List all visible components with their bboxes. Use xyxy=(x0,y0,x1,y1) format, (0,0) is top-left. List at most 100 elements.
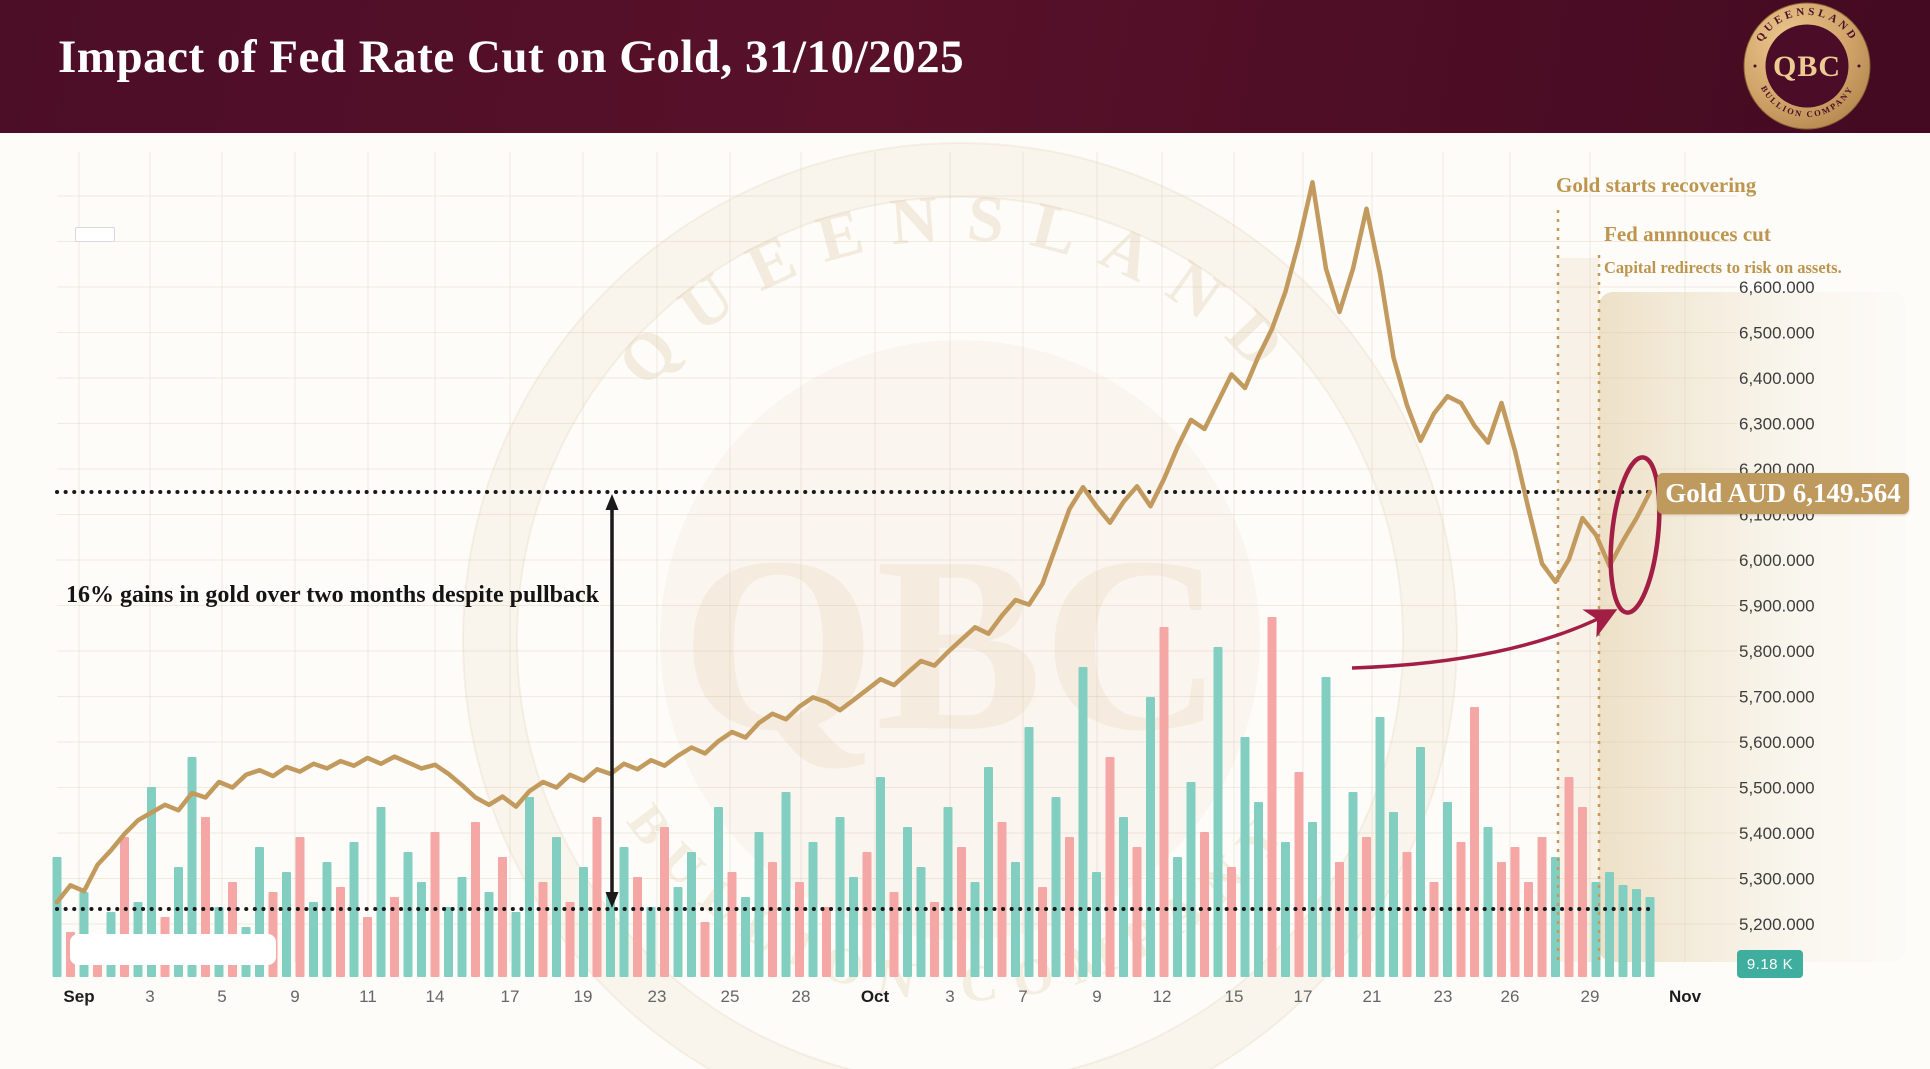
x-axis-label: 19 xyxy=(574,987,593,1006)
logo-dot-right xyxy=(1857,64,1861,68)
x-axis-label: 17 xyxy=(501,987,520,1006)
volume-bar xyxy=(957,847,966,977)
volume-bar xyxy=(1483,827,1493,977)
volume-bar xyxy=(1497,862,1506,977)
y-axis-label: 5,800.000 xyxy=(1739,642,1815,661)
volume-bar xyxy=(511,912,521,977)
gold-price-line[interactable] xyxy=(54,180,1653,905)
volume-bar xyxy=(471,822,480,977)
chart-annotations xyxy=(605,455,1662,908)
x-axis-label: 25 xyxy=(721,987,740,1006)
volume-bar xyxy=(390,897,399,977)
volume-bar xyxy=(714,807,723,977)
volume-bar xyxy=(1132,847,1142,977)
volume-bar xyxy=(1537,837,1547,977)
logo-dot-left xyxy=(1753,64,1757,68)
volume-bar xyxy=(606,892,615,977)
volume-bars xyxy=(52,617,1655,977)
grid-lines xyxy=(57,152,1737,962)
x-axis-label: 7 xyxy=(1018,987,1027,1006)
x-axis-label: 11 xyxy=(359,987,377,1006)
y-axis-label: 5,900.000 xyxy=(1739,597,1815,616)
volume-bar xyxy=(525,797,534,977)
volume-bar xyxy=(1375,717,1385,977)
volume-bar xyxy=(768,862,777,977)
volume-bar xyxy=(646,907,656,977)
volume-bar xyxy=(1078,667,1088,977)
y-axis-label: 5,700.000 xyxy=(1739,688,1815,707)
volume-bar xyxy=(579,867,588,977)
volume-bar xyxy=(444,907,453,977)
axis-labels: Sep 3 5 9 11 14 17 19 23 25 28 Oct 3 7 9 12 15 17 21 23 26 29… xyxy=(63,278,1814,1006)
volume-bar xyxy=(1389,812,1398,977)
volume-bar xyxy=(1578,807,1587,977)
volume-bar xyxy=(52,857,62,977)
volume-bar xyxy=(1240,737,1250,977)
volume-bar xyxy=(1429,882,1439,977)
event-dashed-lines xyxy=(1556,210,1601,962)
volume-bar xyxy=(835,817,845,977)
volume-bar xyxy=(660,827,669,977)
volume-bar xyxy=(1011,862,1020,977)
x-axis-label: 3 xyxy=(145,987,154,1006)
y-axis-label: 5,600.000 xyxy=(1739,733,1815,752)
volume-bar xyxy=(457,877,467,977)
volume-bar xyxy=(1416,747,1425,977)
volume-bar xyxy=(1510,847,1520,977)
volume-bar xyxy=(781,792,791,977)
volume-bar xyxy=(1645,897,1655,977)
volume-bar xyxy=(1294,772,1304,977)
volume-bar xyxy=(822,907,831,977)
post-announcement-band xyxy=(1599,292,1906,962)
volume-bar xyxy=(1524,882,1533,977)
x-axis-label: 12 xyxy=(1153,987,1172,1006)
volume-bar xyxy=(889,892,899,977)
volume-bar xyxy=(876,777,885,977)
x-axis-label: Oct xyxy=(861,987,890,1006)
volume-bar xyxy=(403,852,413,977)
volume-bar xyxy=(295,837,305,977)
y-axis-label: 6,500.000 xyxy=(1739,324,1815,343)
volume-bar xyxy=(1038,887,1047,977)
volume-bar xyxy=(187,757,197,977)
volume-bar xyxy=(417,882,426,977)
volume-bar xyxy=(619,847,629,977)
volume-bar xyxy=(349,842,359,977)
gold-price-series[interactable] xyxy=(54,180,1653,905)
volume-bar xyxy=(903,827,912,977)
reference-dotted-lines xyxy=(55,489,1657,911)
volume-bar xyxy=(930,902,939,977)
capital-redirect-annotation: Capital redirects to risk on assets. xyxy=(1604,258,1842,277)
volume-legend-box xyxy=(70,934,276,965)
volume-bar xyxy=(1348,792,1358,977)
volume-bar xyxy=(1024,727,1034,977)
y-axis-label: 5,200.000 xyxy=(1739,915,1815,934)
page-title: Impact of Fed Rate Cut on Gold, 31/10/20… xyxy=(58,31,965,83)
volume-bar xyxy=(1159,627,1169,977)
volume-bar xyxy=(1186,782,1196,977)
volume-bar xyxy=(1362,837,1371,977)
volume-bar xyxy=(1632,889,1641,977)
y-axis-label: 6,000.000 xyxy=(1739,551,1815,570)
volume-bar xyxy=(849,877,858,977)
volume-bar xyxy=(1564,777,1574,977)
y-axis-label: 6,400.000 xyxy=(1739,369,1815,388)
volume-bar xyxy=(430,832,440,977)
y-axis-label: 5,300.000 xyxy=(1739,870,1815,889)
x-axis-label: 3 xyxy=(945,987,954,1006)
volume-bar xyxy=(633,877,642,977)
volume-bar xyxy=(1200,832,1209,977)
x-axis-label: 14 xyxy=(426,987,445,1006)
volume-bar xyxy=(1065,837,1074,977)
volume-bar xyxy=(673,887,683,977)
volume-bar xyxy=(484,892,494,977)
volume-bar xyxy=(795,882,804,977)
volume-bar xyxy=(336,887,345,977)
volume-bar xyxy=(1335,862,1344,977)
gain-span-arrowhead-bottom xyxy=(605,892,619,908)
volume-bar xyxy=(1173,857,1182,977)
x-axis-label: 9 xyxy=(290,987,299,1006)
volume-bar xyxy=(754,832,764,977)
